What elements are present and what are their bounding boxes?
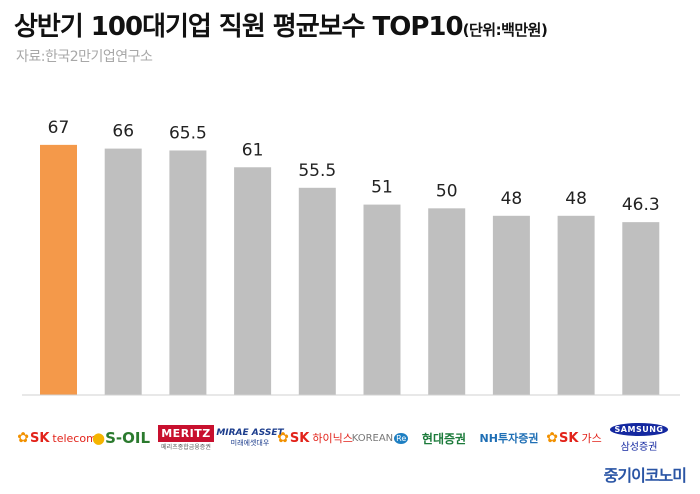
logo-sub: 가스 xyxy=(581,432,602,445)
logo-main: KOREAN xyxy=(351,432,394,444)
data-label-4: 61 xyxy=(242,140,264,160)
data-label-1: 67 xyxy=(48,118,70,138)
logo-main: MIRAE ASSET xyxy=(216,428,284,438)
chart-title: 상반기 100대기업 직원 평균보수 TOP10(단위:백만원) xyxy=(14,6,548,43)
logo-sub: 미래에셋대우 xyxy=(230,439,270,447)
bar-7 xyxy=(428,208,466,395)
data-label-9: 48 xyxy=(565,189,587,209)
logo-sub: Re xyxy=(394,432,409,444)
logo-hyundai: 현대증권 xyxy=(411,416,477,460)
logo-nh: NH투자증권 xyxy=(476,416,542,460)
logo-sub: telecom xyxy=(52,431,97,445)
bar-3 xyxy=(169,150,207,395)
bar-4 xyxy=(234,167,272,395)
logo-mirae-asset: MIRAE ASSET 미래에셋대우 xyxy=(216,416,284,460)
chart-title-text: 상반기 100대기업 직원 평균보수 TOP10 xyxy=(14,12,464,42)
sun-icon: ● xyxy=(91,429,106,447)
data-label-8: 48 xyxy=(501,189,523,209)
logo-main: SK xyxy=(29,430,50,446)
data-label-3: 65.5 xyxy=(169,123,207,143)
logo-main: S-OIL xyxy=(105,429,150,447)
publisher-brand: 중기이코노미 xyxy=(603,466,687,485)
logo-sk-telecom: ✿ SK telecom xyxy=(17,416,97,460)
logo-sub: 삼성증권 xyxy=(620,442,658,453)
logo-main: SK xyxy=(559,430,579,446)
butterfly-icon: ✿ xyxy=(277,430,289,446)
butterfly-icon: ✿ xyxy=(17,430,29,446)
logo-sub: 하이닉스 xyxy=(312,432,353,445)
logo-main: MERITZ xyxy=(158,425,214,442)
logo-meritz: MERITZ 메리츠종합금융증권 xyxy=(153,416,219,460)
bar-10 xyxy=(622,222,660,395)
bar-1 xyxy=(40,144,77,395)
bar-2 xyxy=(104,148,142,395)
data-label-7: 50 xyxy=(436,181,458,201)
logo-main: SK xyxy=(289,430,310,446)
bar-5 xyxy=(298,187,336,395)
bar-9 xyxy=(557,215,595,395)
logo-s-oil: ●S-OIL xyxy=(88,416,154,460)
data-label-5: 55.5 xyxy=(298,161,336,181)
data-label-2: 66 xyxy=(112,122,134,142)
logo-sk-hynix: ✿ SK 하이닉스 xyxy=(277,416,353,460)
logo-main: NH투자증권 xyxy=(479,432,539,445)
source-label: 자료:한국2만기업연구소 xyxy=(16,49,153,65)
data-label-10: 46.3 xyxy=(622,195,660,215)
logo-main: 현대증권 xyxy=(421,431,467,446)
logo-korean-re: KOREAN Re xyxy=(347,416,413,460)
logo-main: SAMSUNG xyxy=(609,423,669,436)
unit-label: (단위:백만원) xyxy=(462,21,548,39)
logo-sub: 메리츠종합금융증권 xyxy=(161,444,211,451)
bar-6 xyxy=(363,204,401,395)
data-label-6: 51 xyxy=(371,178,393,198)
butterfly-icon: ✿ xyxy=(546,430,559,446)
logo-sk-gas: ✿ SK 가스 xyxy=(541,416,607,460)
logo-samsung: SAMSUNG 삼성증권 xyxy=(606,416,672,460)
bar-8 xyxy=(492,215,530,395)
